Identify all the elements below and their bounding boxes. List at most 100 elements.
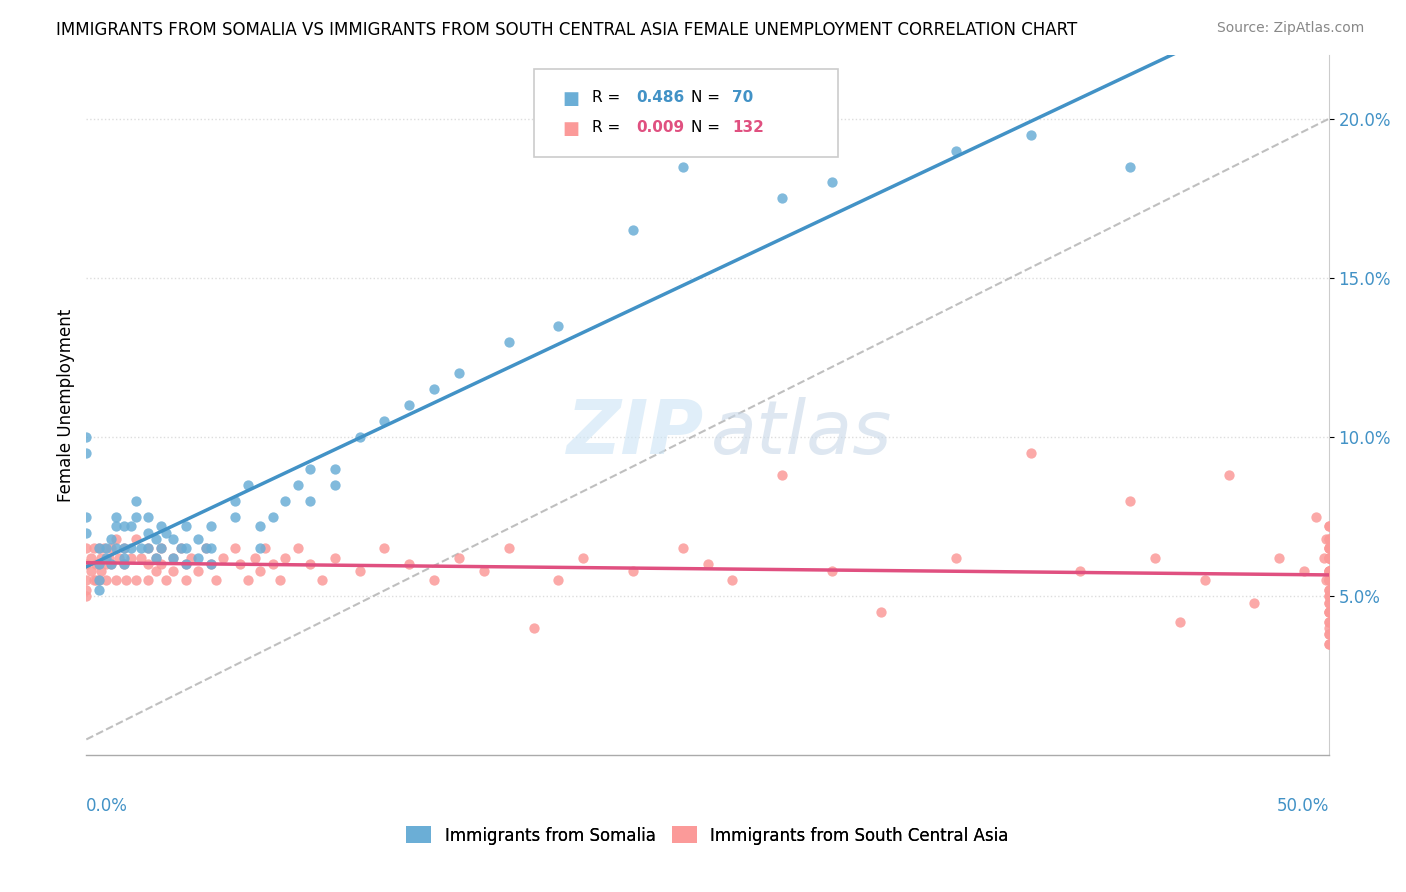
Point bbox=[1317, 564, 1340, 578]
Point bbox=[311, 574, 333, 588]
Point bbox=[112, 558, 135, 572]
Point bbox=[138, 541, 160, 556]
Point bbox=[229, 558, 252, 572]
Point bbox=[245, 551, 267, 566]
Point bbox=[349, 564, 371, 578]
Point bbox=[1317, 564, 1340, 578]
Point bbox=[423, 574, 446, 588]
Point bbox=[145, 532, 167, 546]
Point bbox=[100, 532, 122, 546]
Point bbox=[1317, 605, 1340, 619]
Point bbox=[155, 574, 177, 588]
Point bbox=[870, 605, 893, 619]
Point bbox=[149, 519, 172, 533]
Point bbox=[498, 334, 520, 349]
Point bbox=[87, 541, 110, 556]
Point bbox=[84, 558, 107, 572]
Point bbox=[523, 621, 546, 635]
Point bbox=[170, 541, 193, 556]
Point bbox=[1317, 519, 1340, 533]
Point bbox=[945, 144, 967, 158]
Point bbox=[100, 541, 122, 556]
Point bbox=[1317, 605, 1340, 619]
Point bbox=[75, 430, 97, 444]
Point bbox=[105, 532, 128, 546]
Text: atlas: atlas bbox=[711, 397, 893, 469]
Point bbox=[149, 541, 172, 556]
Point bbox=[138, 525, 160, 540]
Point bbox=[1317, 627, 1340, 641]
Point bbox=[145, 551, 167, 566]
Point bbox=[224, 493, 246, 508]
Point bbox=[398, 398, 420, 412]
Legend: Immigrants from Somalia, Immigrants from South Central Asia: Immigrants from Somalia, Immigrants from… bbox=[399, 820, 1015, 851]
Point bbox=[1317, 541, 1340, 556]
Point bbox=[1313, 551, 1336, 566]
Point bbox=[87, 558, 110, 572]
Point bbox=[105, 574, 128, 588]
Point bbox=[1143, 551, 1166, 566]
Point bbox=[170, 541, 193, 556]
Point bbox=[1243, 596, 1265, 610]
Point bbox=[96, 574, 118, 588]
Point bbox=[298, 493, 321, 508]
Point bbox=[672, 160, 695, 174]
Text: R =: R = bbox=[592, 120, 626, 136]
Point bbox=[423, 382, 446, 396]
Point bbox=[447, 367, 470, 381]
Point bbox=[145, 564, 167, 578]
Point bbox=[125, 509, 148, 524]
Point bbox=[274, 551, 297, 566]
Point bbox=[87, 574, 110, 588]
Point bbox=[200, 558, 222, 572]
Point bbox=[93, 541, 115, 556]
Point bbox=[145, 551, 167, 566]
Point bbox=[174, 541, 197, 556]
Point bbox=[162, 551, 184, 566]
Point bbox=[373, 541, 395, 556]
Point bbox=[398, 558, 420, 572]
Point bbox=[572, 551, 595, 566]
Point bbox=[100, 558, 122, 572]
Point bbox=[1317, 582, 1340, 597]
Point bbox=[1317, 519, 1340, 533]
Point bbox=[107, 551, 129, 566]
Point bbox=[129, 541, 152, 556]
Point bbox=[1317, 627, 1340, 641]
Point bbox=[125, 532, 148, 546]
Point bbox=[75, 525, 97, 540]
Point bbox=[287, 541, 309, 556]
Text: IMMIGRANTS FROM SOMALIA VS IMMIGRANTS FROM SOUTH CENTRAL ASIA FEMALE UNEMPLOYMEN: IMMIGRANTS FROM SOMALIA VS IMMIGRANTS FR… bbox=[56, 21, 1077, 38]
Point bbox=[120, 541, 142, 556]
Point bbox=[1292, 564, 1315, 578]
Text: N =: N = bbox=[692, 90, 725, 105]
Point bbox=[120, 551, 142, 566]
Point bbox=[75, 446, 97, 460]
Point bbox=[83, 541, 105, 556]
Point bbox=[180, 551, 202, 566]
Point bbox=[87, 558, 110, 572]
Point bbox=[1317, 637, 1340, 651]
Point bbox=[323, 478, 346, 492]
Point bbox=[200, 541, 222, 556]
Point bbox=[80, 564, 103, 578]
Point bbox=[621, 564, 644, 578]
Point bbox=[105, 509, 128, 524]
Point bbox=[75, 574, 97, 588]
Point bbox=[84, 574, 107, 588]
Point bbox=[105, 519, 128, 533]
Point bbox=[1168, 615, 1191, 629]
Point bbox=[821, 176, 844, 190]
Point bbox=[162, 532, 184, 546]
Text: Source: ZipAtlas.com: Source: ZipAtlas.com bbox=[1216, 21, 1364, 35]
Point bbox=[187, 532, 209, 546]
Point bbox=[1317, 621, 1340, 635]
Point bbox=[1305, 509, 1327, 524]
Point bbox=[1317, 532, 1340, 546]
Point bbox=[1317, 596, 1340, 610]
Point bbox=[287, 478, 309, 492]
Point bbox=[96, 551, 118, 566]
FancyBboxPatch shape bbox=[534, 70, 838, 157]
Point bbox=[125, 574, 148, 588]
Point bbox=[323, 462, 346, 476]
